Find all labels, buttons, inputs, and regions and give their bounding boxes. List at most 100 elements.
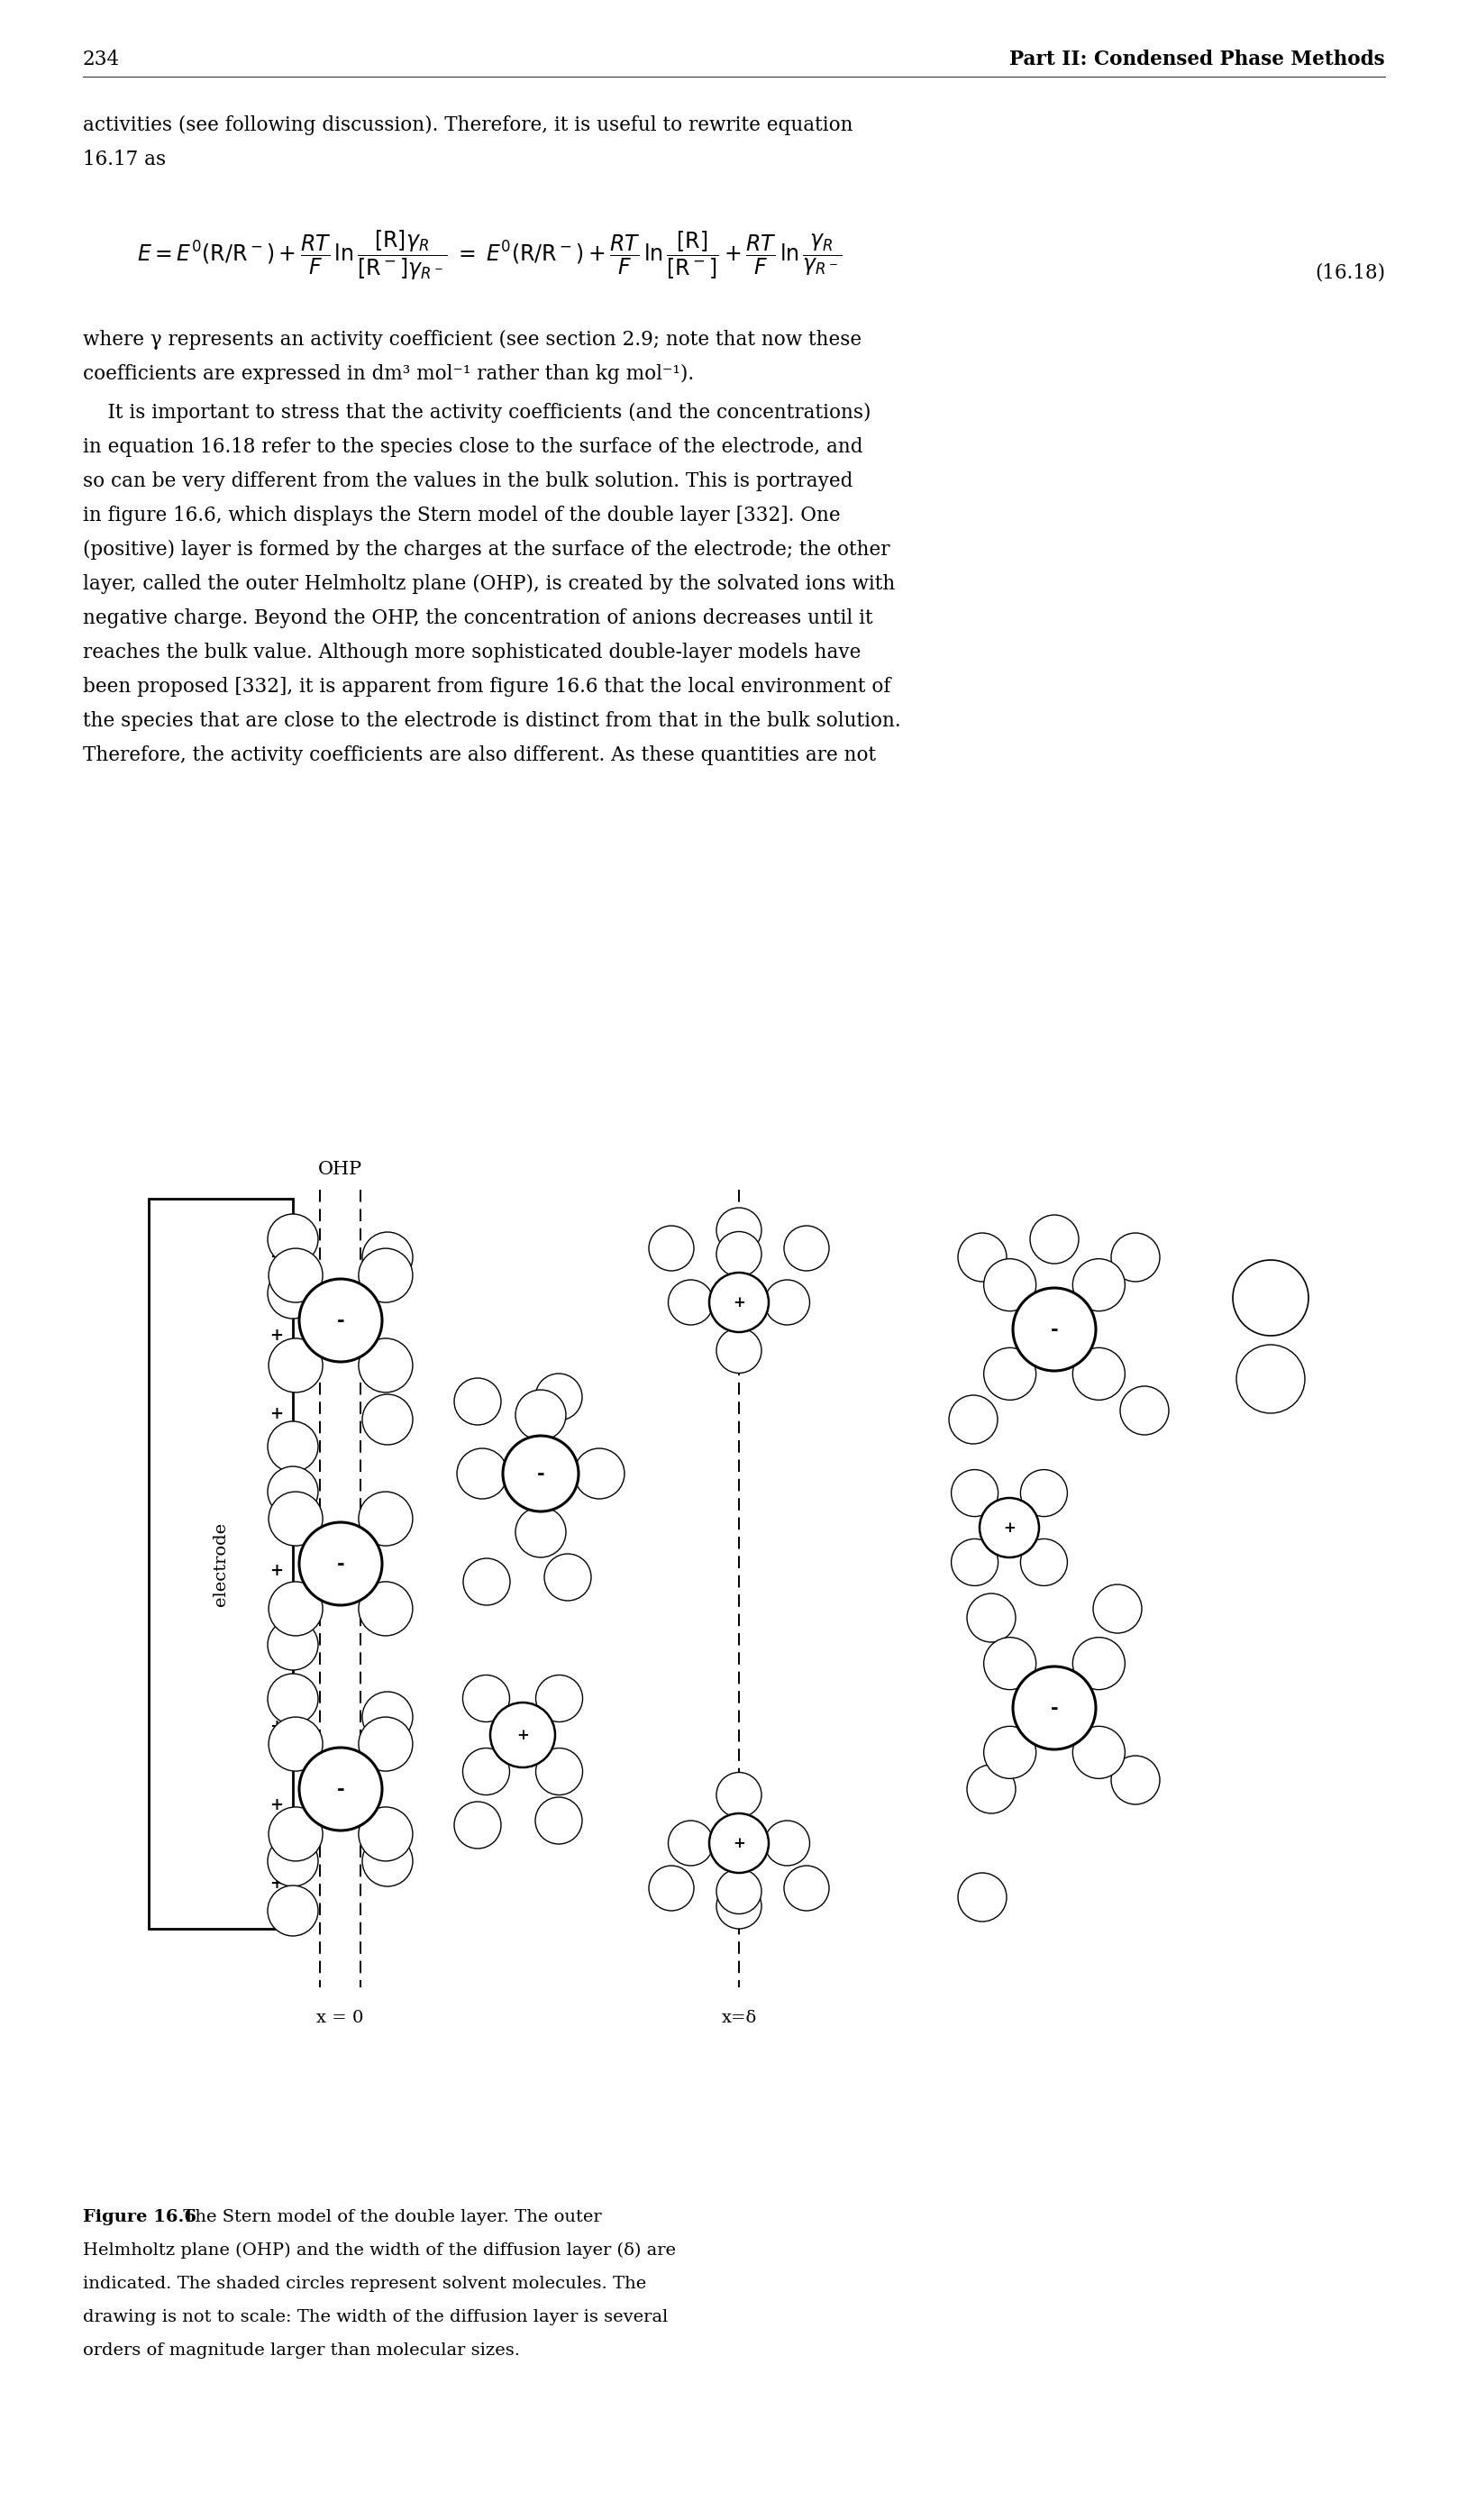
- Text: +: +: [733, 1295, 746, 1310]
- Text: -: -: [1051, 1698, 1058, 1716]
- Circle shape: [1111, 1232, 1160, 1283]
- Text: +: +: [517, 1726, 528, 1744]
- Circle shape: [668, 1819, 713, 1865]
- Circle shape: [515, 1507, 567, 1557]
- Text: +: +: [270, 1328, 283, 1343]
- Circle shape: [716, 1328, 762, 1373]
- Text: drawing is not to scale: The width of the diffusion layer is several: drawing is not to scale: The width of th…: [82, 2308, 668, 2326]
- Text: OHP: OHP: [319, 1162, 363, 1177]
- Text: -: -: [336, 1779, 345, 1799]
- Circle shape: [1233, 1260, 1308, 1336]
- Circle shape: [536, 1797, 583, 1845]
- Text: been proposed [332], it is apparent from figure 16.6 that the local environment : been proposed [332], it is apparent from…: [82, 678, 891, 696]
- Text: +: +: [1003, 1520, 1016, 1535]
- Circle shape: [358, 1807, 413, 1862]
- Text: +: +: [270, 1562, 283, 1578]
- Circle shape: [709, 1814, 769, 1872]
- Circle shape: [984, 1638, 1036, 1688]
- Circle shape: [716, 1232, 762, 1278]
- Circle shape: [269, 1807, 323, 1862]
- Text: Helmholtz plane (OHP) and the width of the diffusion layer (δ) are: Helmholtz plane (OHP) and the width of t…: [82, 2243, 675, 2258]
- Circle shape: [967, 1764, 1016, 1814]
- Circle shape: [716, 1882, 762, 1928]
- Circle shape: [1073, 1260, 1124, 1310]
- Text: +: +: [270, 1719, 283, 1736]
- Text: orders of magnitude larger than molecular sizes.: orders of magnitude larger than molecula…: [82, 2344, 520, 2359]
- Text: -: -: [537, 1464, 545, 1482]
- Circle shape: [1094, 1585, 1142, 1633]
- Circle shape: [267, 1421, 319, 1472]
- Circle shape: [358, 1247, 413, 1303]
- Text: -: -: [336, 1310, 345, 1331]
- Circle shape: [668, 1280, 713, 1326]
- Circle shape: [267, 1467, 319, 1517]
- Text: (16.18): (16.18): [1315, 262, 1386, 282]
- Text: It is important to stress that the activity coefficients (and the concentrations: It is important to stress that the activ…: [82, 403, 871, 423]
- Text: Therefore, the activity coefficients are also different. As these quantities are: Therefore, the activity coefficients are…: [82, 746, 876, 766]
- Circle shape: [948, 1396, 998, 1444]
- Text: reaches the bulk value. Although more sophisticated double-layer models have: reaches the bulk value. Although more so…: [82, 643, 860, 663]
- Text: +: +: [270, 1875, 283, 1893]
- Circle shape: [267, 1620, 319, 1671]
- Circle shape: [1013, 1288, 1095, 1371]
- Circle shape: [267, 1268, 319, 1318]
- Circle shape: [649, 1225, 694, 1270]
- Circle shape: [269, 1247, 323, 1303]
- Circle shape: [951, 1540, 998, 1585]
- Text: (positive) layer is formed by the charges at the surface of the electrode; the o: (positive) layer is formed by the charge…: [82, 539, 890, 559]
- Circle shape: [363, 1691, 413, 1741]
- Text: x = 0: x = 0: [317, 2011, 364, 2026]
- Circle shape: [716, 1870, 762, 1913]
- Circle shape: [716, 1772, 762, 1817]
- Circle shape: [967, 1593, 1016, 1643]
- Text: so can be very different from the values in the bulk solution. This is portrayed: so can be very different from the values…: [82, 471, 853, 491]
- Circle shape: [358, 1492, 413, 1545]
- Circle shape: [1073, 1638, 1124, 1688]
- Text: +: +: [270, 1641, 283, 1658]
- Text: +: +: [270, 1797, 283, 1814]
- Circle shape: [1236, 1346, 1305, 1414]
- Circle shape: [716, 1207, 762, 1252]
- Circle shape: [504, 1436, 578, 1512]
- Circle shape: [536, 1676, 583, 1721]
- Circle shape: [454, 1802, 501, 1850]
- Circle shape: [457, 1449, 508, 1499]
- Text: +: +: [270, 1484, 283, 1499]
- Circle shape: [1120, 1386, 1169, 1434]
- Circle shape: [984, 1260, 1036, 1310]
- Text: 234: 234: [82, 50, 120, 71]
- Circle shape: [1013, 1666, 1095, 1749]
- Text: 16.17 as: 16.17 as: [82, 149, 166, 169]
- Circle shape: [490, 1704, 555, 1767]
- Text: electrode: electrode: [213, 1522, 229, 1605]
- Text: in figure 16.6, which displays the Stern model of the double layer [332]. One: in figure 16.6, which displays the Stern…: [82, 507, 841, 527]
- Circle shape: [959, 1872, 1007, 1923]
- Text: +: +: [270, 1250, 283, 1265]
- Circle shape: [709, 1273, 769, 1333]
- Text: activities (see following discussion). Therefore, it is useful to rewrite equati: activities (see following discussion). T…: [82, 116, 853, 136]
- Text: x=δ: x=δ: [721, 2011, 756, 2026]
- Circle shape: [269, 1492, 323, 1545]
- Text: -: -: [336, 1555, 345, 1572]
- Circle shape: [454, 1378, 501, 1424]
- Circle shape: [765, 1280, 810, 1326]
- Circle shape: [464, 1557, 509, 1605]
- Text: coefficients are expressed in dm³ mol⁻¹ rather than kg mol⁻¹).: coefficients are expressed in dm³ mol⁻¹ …: [82, 363, 694, 383]
- Text: Figure 16.6: Figure 16.6: [82, 2210, 197, 2225]
- Circle shape: [1111, 1756, 1160, 1804]
- Circle shape: [959, 1232, 1007, 1283]
- Circle shape: [574, 1449, 624, 1499]
- Circle shape: [363, 1837, 413, 1887]
- Circle shape: [1020, 1469, 1067, 1517]
- Circle shape: [984, 1726, 1036, 1779]
- Circle shape: [462, 1749, 509, 1794]
- Circle shape: [951, 1469, 998, 1517]
- Circle shape: [267, 1673, 319, 1724]
- Circle shape: [267, 1885, 319, 1935]
- Bar: [148, 1200, 294, 1928]
- Circle shape: [649, 1865, 694, 1910]
- Circle shape: [269, 1583, 323, 1635]
- Text: the species that are close to the electrode is distinct from that in the bulk so: the species that are close to the electr…: [82, 711, 901, 731]
- Circle shape: [536, 1373, 583, 1421]
- Circle shape: [358, 1338, 413, 1394]
